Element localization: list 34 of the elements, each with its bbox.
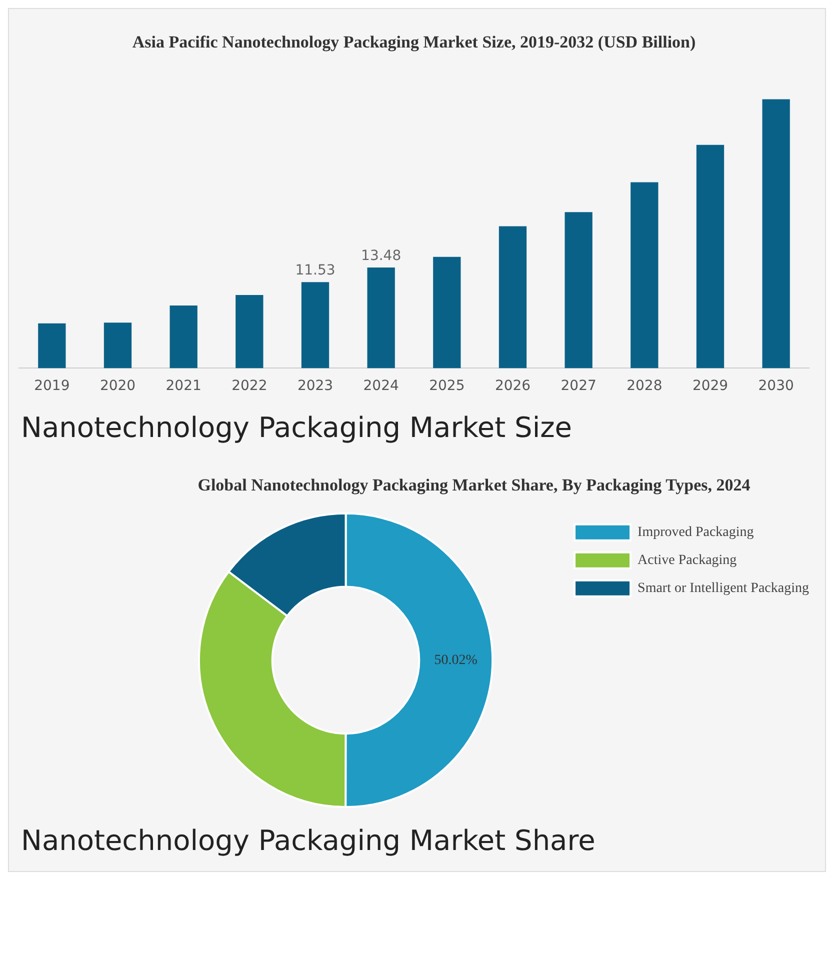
bar — [367, 268, 395, 368]
bar — [38, 323, 66, 368]
bar — [498, 226, 527, 368]
bar — [104, 322, 132, 368]
x-tick-label: 2028 — [626, 378, 662, 394]
bar — [696, 144, 724, 368]
x-tick-label: 2030 — [758, 378, 794, 394]
x-tick-label: 2022 — [232, 378, 268, 394]
bar — [564, 212, 592, 368]
bar — [433, 256, 461, 368]
chart-title: Global Nanotechnology Packaging Market Share, By Packaging Types, 2024 — [198, 476, 751, 495]
bar — [170, 305, 198, 368]
x-tick-label: 2020 — [100, 378, 136, 394]
text: Nanotechnology Packaging Market Size — [20, 410, 574, 446]
bar — [630, 182, 658, 368]
legend-label: Improved Packaging — [638, 525, 754, 540]
legend-label: Active Packaging — [638, 553, 737, 568]
data-label: 11.53 — [295, 262, 336, 279]
bar — [301, 282, 330, 368]
x-tick-label: 2019 — [34, 378, 70, 394]
chart-title: Asia Pacific Nanotechnology Packaging Market Size, 2019-2032 (USD Billion) — [132, 32, 696, 52]
bar — [236, 294, 264, 368]
data-label: 50.02% — [434, 652, 478, 668]
x-tick-label: 2021 — [166, 378, 202, 394]
x-tick-label: 2027 — [560, 378, 596, 394]
x-tick-label: 2029 — [692, 378, 728, 394]
bar — [762, 99, 790, 368]
data-label: 13.48 — [361, 248, 402, 264]
legend-label: Smart or Intelligent Packaging — [638, 581, 810, 596]
x-tick-label: 2025 — [429, 378, 465, 394]
x-tick-label: 2024 — [363, 378, 399, 394]
text: Nanotechnology Packaging Market Share — [20, 823, 596, 859]
x-tick-label: 2023 — [297, 378, 334, 394]
x-tick-label: 2026 — [494, 378, 531, 394]
